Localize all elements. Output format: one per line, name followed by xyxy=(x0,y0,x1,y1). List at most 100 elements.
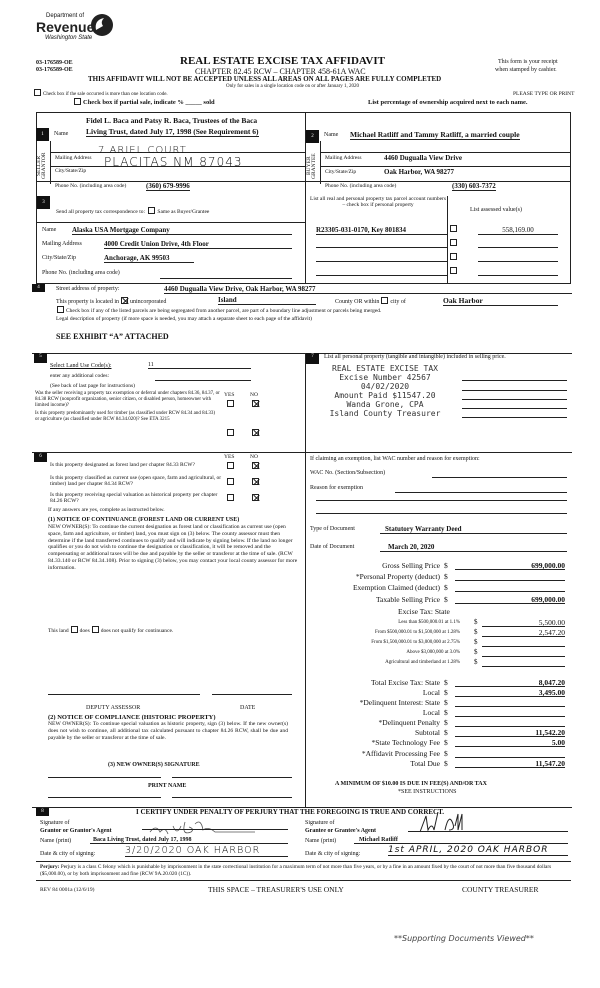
amount-field[interactable] xyxy=(455,749,565,758)
grantor-date-city[interactable]: 3/20/2020 OAK HARBOR xyxy=(125,845,288,857)
seller-phone-field[interactable]: (360) 679-9996 xyxy=(146,182,190,191)
buyer-name[interactable]: Michael Ratliff and Tammy Ratliff, a mar… xyxy=(350,130,520,140)
personal-property-field[interactable] xyxy=(462,408,567,409)
exemption-reason-field[interactable] xyxy=(316,500,567,501)
print-name-field[interactable] xyxy=(172,797,292,798)
grantor-print-name[interactable]: Baca Living Trust, dated July 17, 1998 xyxy=(90,837,288,844)
tax-mail-field[interactable]: 4000 Credit Union Drive, 4th Floor xyxy=(104,240,292,249)
same-as-buyer-checkbox[interactable]: Send all property tax correspondence to:… xyxy=(56,207,209,215)
buyer-city-field[interactable]: Oak Harbor, WA 98277 xyxy=(384,168,455,176)
divider xyxy=(36,880,571,881)
personal-property-field[interactable] xyxy=(462,399,567,400)
personal-property-field[interactable] xyxy=(462,417,567,418)
assessed-field[interactable] xyxy=(478,261,558,262)
does-checkbox[interactable] xyxy=(70,626,78,633)
assessed-field[interactable] xyxy=(478,275,558,276)
parcel-field[interactable] xyxy=(316,247,448,248)
amount-field[interactable]: 11,542.20 xyxy=(455,728,565,737)
personal-property-checkbox[interactable] xyxy=(450,267,457,274)
document-date-field[interactable]: March 20, 2020 xyxy=(380,543,567,552)
label: City/State/Zip xyxy=(325,169,357,175)
currency: $ xyxy=(474,658,478,666)
amount-field[interactable] xyxy=(455,698,565,707)
label: Perjury: xyxy=(40,864,60,870)
amount-field[interactable] xyxy=(455,572,565,581)
exemption-reason-field[interactable] xyxy=(316,513,567,514)
city-checkbox[interactable] xyxy=(381,297,389,304)
yes-checkbox[interactable] xyxy=(227,400,234,407)
personal-property-row: *Personal Property (deduct) $ xyxy=(300,572,570,582)
personal-property-field[interactable] xyxy=(462,380,567,381)
personal-property-checkbox[interactable] xyxy=(450,239,457,246)
unincorporated-checkbox[interactable] xyxy=(121,297,128,304)
personal-property-checkbox[interactable] xyxy=(450,225,457,232)
document-type-field[interactable]: Statutory Warranty Deed xyxy=(380,525,567,534)
partial-sale-checkbox[interactable]: Check box if partial sale, indicate % __… xyxy=(72,98,215,106)
amount-field[interactable] xyxy=(455,583,565,592)
label: Gross Selling Price xyxy=(382,561,440,570)
label: Phone No. (including area code) xyxy=(42,270,120,276)
grantee-date-city[interactable]: 1st APRIL, 2020 OAK HARBOR xyxy=(388,845,568,856)
assessed-field[interactable] xyxy=(478,247,558,248)
seller-name[interactable]: Fidel L. Baca and Patsy R. Baca, Trustee… xyxy=(86,116,258,125)
buyer-phone-field[interactable]: (330) 603-7372 xyxy=(452,182,496,191)
no-checkbox[interactable] xyxy=(252,462,259,469)
amount-field[interactable] xyxy=(455,718,565,727)
legal-description-field[interactable]: SEE EXHIBIT “A” ATTACHED xyxy=(56,332,169,341)
yes-checkbox[interactable] xyxy=(227,429,234,436)
does-not-checkbox[interactable] xyxy=(91,626,99,633)
total-row: *Delinquent Interest: State $ xyxy=(300,698,570,708)
amount-field[interactable]: 8,047.20 xyxy=(455,678,565,687)
new-owner-signature[interactable] xyxy=(48,777,161,778)
amount-field[interactable] xyxy=(482,648,565,657)
assessor-date-field[interactable] xyxy=(212,694,292,695)
land-use-code-field[interactable]: 11 xyxy=(148,362,251,369)
amount-field[interactable]: 699,000.00 xyxy=(455,561,565,570)
tax-city-field[interactable]: Anchorage, AK 99503 xyxy=(104,254,194,263)
segregated-checkbox[interactable]: Check box if any of the listed parcels a… xyxy=(55,306,381,314)
amount-field[interactable]: 2,547.20 xyxy=(482,628,565,637)
no-checkbox[interactable] xyxy=(252,429,259,436)
amount-field[interactable]: 699,000.00 xyxy=(455,595,565,604)
tax-phone-field[interactable] xyxy=(160,270,292,279)
amount-field[interactable]: 5.00 xyxy=(455,738,565,747)
grantee-print-name[interactable]: Michael Ratliff xyxy=(354,837,568,844)
personal-property-checkbox[interactable] xyxy=(450,253,457,260)
no-checkbox[interactable] xyxy=(252,478,259,485)
additional-codes-field[interactable] xyxy=(155,373,251,381)
print-name-field[interactable] xyxy=(48,797,161,798)
exemption-reason-field[interactable] xyxy=(395,485,567,493)
county-field[interactable]: Island xyxy=(218,296,316,305)
tax-name-field[interactable]: Alaska USA Mortgage Company xyxy=(72,226,292,235)
city-field[interactable]: Oak Harbor xyxy=(443,296,558,306)
no-checkbox[interactable] xyxy=(252,400,259,407)
buyer-mail-field[interactable]: 4460 Dugualla View Drive xyxy=(384,154,462,162)
no-checkbox[interactable] xyxy=(252,494,259,501)
grantor-signature[interactable] xyxy=(145,818,285,838)
parcel-field[interactable] xyxy=(316,275,448,276)
label: Send all property tax correspondence to: xyxy=(56,209,146,215)
deputy-assessor-signature[interactable] xyxy=(48,694,200,695)
yes-checkbox[interactable] xyxy=(227,494,234,501)
amount-field[interactable]: 11,547.20 xyxy=(455,759,565,768)
amount-field[interactable] xyxy=(455,708,565,717)
personal-property-field[interactable] xyxy=(462,390,567,391)
assessed-field[interactable]: 558,169.00 xyxy=(478,226,558,235)
property-address-field[interactable]: 4460 Dugualla View Drive, Oak Harbor, WA… xyxy=(164,285,572,294)
yes-checkbox[interactable] xyxy=(227,478,234,485)
amount-field[interactable] xyxy=(482,638,565,647)
amount-field[interactable]: 5,500.00 xyxy=(482,618,565,627)
section-number: 4 xyxy=(32,284,45,292)
amount-field[interactable] xyxy=(482,658,565,667)
wac-field[interactable] xyxy=(432,470,567,478)
grantee-signature[interactable] xyxy=(415,812,515,834)
parcel-field[interactable] xyxy=(316,261,448,262)
multi-location-checkbox[interactable]: Check box if the sale occurred is more t… xyxy=(32,89,168,97)
seller-city-field[interactable]: PLACITAS NM 87043 xyxy=(104,155,243,169)
seller-mail-field[interactable]: 7 ARIEL COURT xyxy=(98,145,187,156)
amount-field[interactable]: 3,495.00 xyxy=(455,688,565,697)
seller-name[interactable]: Living Trust, dated July 17, 1998 (See R… xyxy=(86,127,259,137)
yes-checkbox[interactable] xyxy=(227,462,234,469)
parcel-field[interactable]: R23305-031-0170, Key 801834 xyxy=(316,226,448,235)
new-owner-signature[interactable] xyxy=(172,777,292,778)
